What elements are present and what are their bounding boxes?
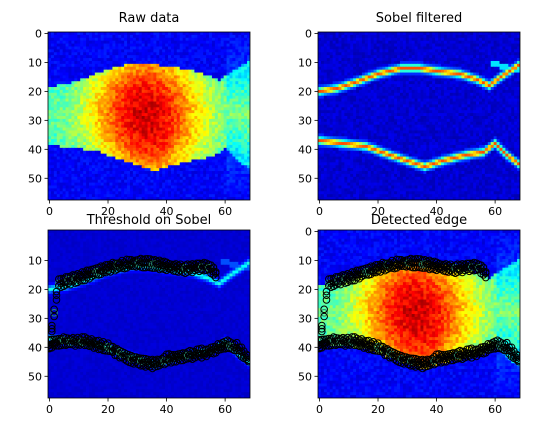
x-tick-label: 60: [218, 205, 232, 218]
x-tick-label: 60: [218, 403, 232, 416]
y-tick-label: 30: [28, 312, 42, 325]
y-tick-label: 50: [28, 370, 42, 383]
y-tick-label: 50: [298, 172, 312, 185]
panel-detected-edge: Detected edge 0 20 40 60 0 10 20 30 40 50: [298, 213, 522, 416]
heatmap-raw-data: [48, 32, 250, 200]
x-tick-label: 40: [160, 403, 174, 416]
x-tick-label: 60: [488, 205, 502, 218]
y-tick-label: 40: [28, 143, 42, 156]
y-tick-label: 10: [298, 254, 312, 267]
y-tick-label: 10: [298, 56, 312, 69]
panel-title: Sobel filtered: [376, 11, 462, 26]
y-tick-label: 30: [28, 114, 42, 127]
y-tick-label: 20: [298, 85, 312, 98]
panel-threshold-on-sobel: Threshold on Sobel 0 20 40 60 10 20 30 40 50: [28, 213, 252, 416]
y-tick-label: 0: [305, 27, 312, 40]
panel-title: Detected edge: [371, 213, 467, 228]
y-tick-label: 50: [28, 172, 42, 185]
x-tick-label: 0: [316, 205, 323, 218]
y-tick-label: 30: [298, 312, 312, 325]
x-tick-label: 20: [101, 403, 115, 416]
y-tick-label: 40: [298, 143, 312, 156]
y-tick-label: 30: [298, 114, 312, 127]
panel-title: Raw data: [119, 11, 180, 26]
x-tick-label: 0: [46, 403, 53, 416]
x-tick-label: 20: [371, 403, 385, 416]
y-tick-label: 10: [28, 56, 42, 69]
x-tick-label: 60: [488, 403, 502, 416]
heatmap-sobel-filtered: [318, 32, 520, 200]
y-tick-label: 40: [298, 341, 312, 354]
y-tick-label: 20: [28, 283, 42, 296]
y-tick-label: 20: [298, 283, 312, 296]
x-tick-label: 0: [46, 205, 53, 218]
y-tick-label: 40: [28, 341, 42, 354]
y-tick-label: 20: [28, 85, 42, 98]
y-tick-label: 10: [28, 254, 42, 267]
panel-title: Threshold on Sobel: [86, 213, 212, 228]
y-tick-label: 50: [298, 370, 312, 383]
y-tick-label: 0: [305, 225, 312, 238]
x-tick-label: 40: [430, 403, 444, 416]
x-tick-label: 0: [316, 403, 323, 416]
y-tick-label: 0: [35, 27, 42, 40]
